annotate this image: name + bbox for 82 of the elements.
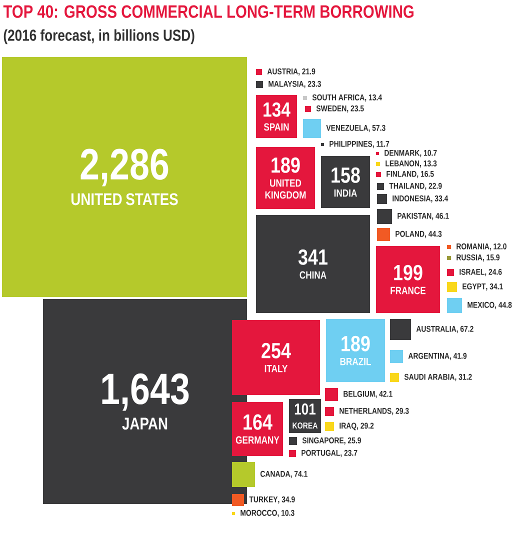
data-label: , 74.1: [290, 470, 308, 478]
data-label: , 23.5: [347, 105, 364, 113]
text: (2016 forecast, in billions USD): [4, 29, 194, 44]
data-label: , 44.8: [495, 302, 512, 310]
category-label: INDONESIA: [392, 195, 431, 202]
data-label: 189: [342, 336, 370, 352]
data-label: , 33.4: [431, 195, 448, 203]
category-label: FINLAND: [386, 170, 416, 177]
category-label: CHINA: [300, 271, 326, 279]
data-label: , 42.1: [376, 390, 392, 398]
data-label: , 44.3: [424, 230, 442, 238]
category-label: PAKISTAN: [398, 212, 432, 219]
category-label: SPAIN: [264, 123, 289, 131]
data-label: , 13.3: [420, 160, 437, 168]
category-label: ISRAEL: [460, 268, 484, 275]
data-label: , 21.9: [298, 68, 316, 76]
category-label: THAILAND: [389, 182, 424, 189]
data-label: , 31.2: [455, 374, 472, 382]
category-label: ARGENTINA: [408, 352, 450, 359]
data-label: , 15.9: [482, 254, 500, 262]
category-label: AUSTRALIA: [416, 326, 456, 332]
text: TOP 40: GROSS COMMERCIAL LONG-TERM BORROWING: [3, 5, 414, 18]
data-label: , 13.4: [365, 94, 382, 102]
category-label: PORTUGAL: [302, 450, 340, 456]
data-label: , 57.3: [368, 124, 386, 132]
data-label: , 34.9: [278, 496, 295, 504]
data-label: , 67.2: [456, 326, 474, 334]
category-label: AUSTRIA: [267, 68, 298, 74]
data-label: , 34.1: [486, 283, 503, 291]
category-label: SWEDEN: [316, 105, 346, 112]
category-label: GERMANY: [236, 436, 280, 444]
data-label: , 12.0: [490, 243, 506, 251]
category-label: TURKEY: [249, 496, 278, 502]
category-label: FRANCE: [390, 286, 426, 294]
data-label: 199: [394, 264, 422, 280]
data-label: 189: [272, 157, 300, 173]
category-label: UNITED KINGDOM: [265, 179, 306, 199]
data-label: , 10.3: [278, 510, 294, 518]
category-label: LEBANON: [386, 160, 420, 166]
category-label: SINGAPORE: [302, 437, 344, 444]
category-label: RUSSIA: [456, 254, 482, 260]
category-label: MEXICO: [468, 302, 494, 308]
data-label: 2,286: [80, 148, 168, 186]
category-label: MOROCCO: [240, 510, 277, 516]
data-label: , 46.1: [432, 212, 449, 220]
category-label: ITALY: [264, 364, 288, 372]
data-label: , 22.9: [425, 182, 442, 190]
category-label: IRAQ: [340, 422, 356, 430]
category-label: PHILIPPINES: [330, 140, 372, 147]
data-label: , 16.5: [417, 170, 434, 178]
data-label: , 23.7: [340, 450, 358, 458]
category-label: UNITED STATES: [71, 193, 178, 206]
data-label: , 25.9: [344, 437, 361, 445]
category-label: SOUTH AFRICA: [312, 94, 364, 100]
category-label: INDIA: [334, 189, 357, 197]
data-label: 158: [332, 167, 360, 183]
category-label: ROMANIA: [456, 243, 490, 250]
data-label: , 29.2: [357, 422, 374, 430]
data-label: 164: [244, 414, 272, 430]
data-label: 254: [262, 342, 291, 358]
data-label: , 41.9: [450, 352, 467, 360]
category-label: VENEZUELA: [326, 124, 368, 131]
data-label: 341: [298, 249, 328, 265]
category-label: CANADA: [260, 470, 290, 477]
category-label: DENMARK: [384, 150, 420, 156]
category-label: KOREA: [292, 422, 318, 429]
data-label: 1,643: [102, 373, 189, 411]
category-label: POLAND: [396, 230, 424, 237]
data-label: , 29.3: [392, 408, 409, 416]
category-label: JAPAN: [122, 418, 168, 430]
category-label: EGYPT: [462, 283, 486, 290]
category-label: MALAYSIA: [268, 80, 304, 87]
data-label: , 24.6: [485, 268, 502, 276]
category-label: SAUDI ARABIA: [404, 374, 455, 380]
data-label: 134: [264, 102, 290, 117]
data-label: , 11.7: [372, 140, 390, 148]
category-label: BELGIUM: [344, 390, 375, 397]
category-label: BRAZIL: [340, 358, 371, 366]
data-label: 101: [294, 403, 316, 415]
category-label: NETHERLANDS: [340, 408, 392, 414]
data-label: , 10.7: [420, 150, 437, 158]
data-label: , 23.3: [304, 80, 321, 88]
